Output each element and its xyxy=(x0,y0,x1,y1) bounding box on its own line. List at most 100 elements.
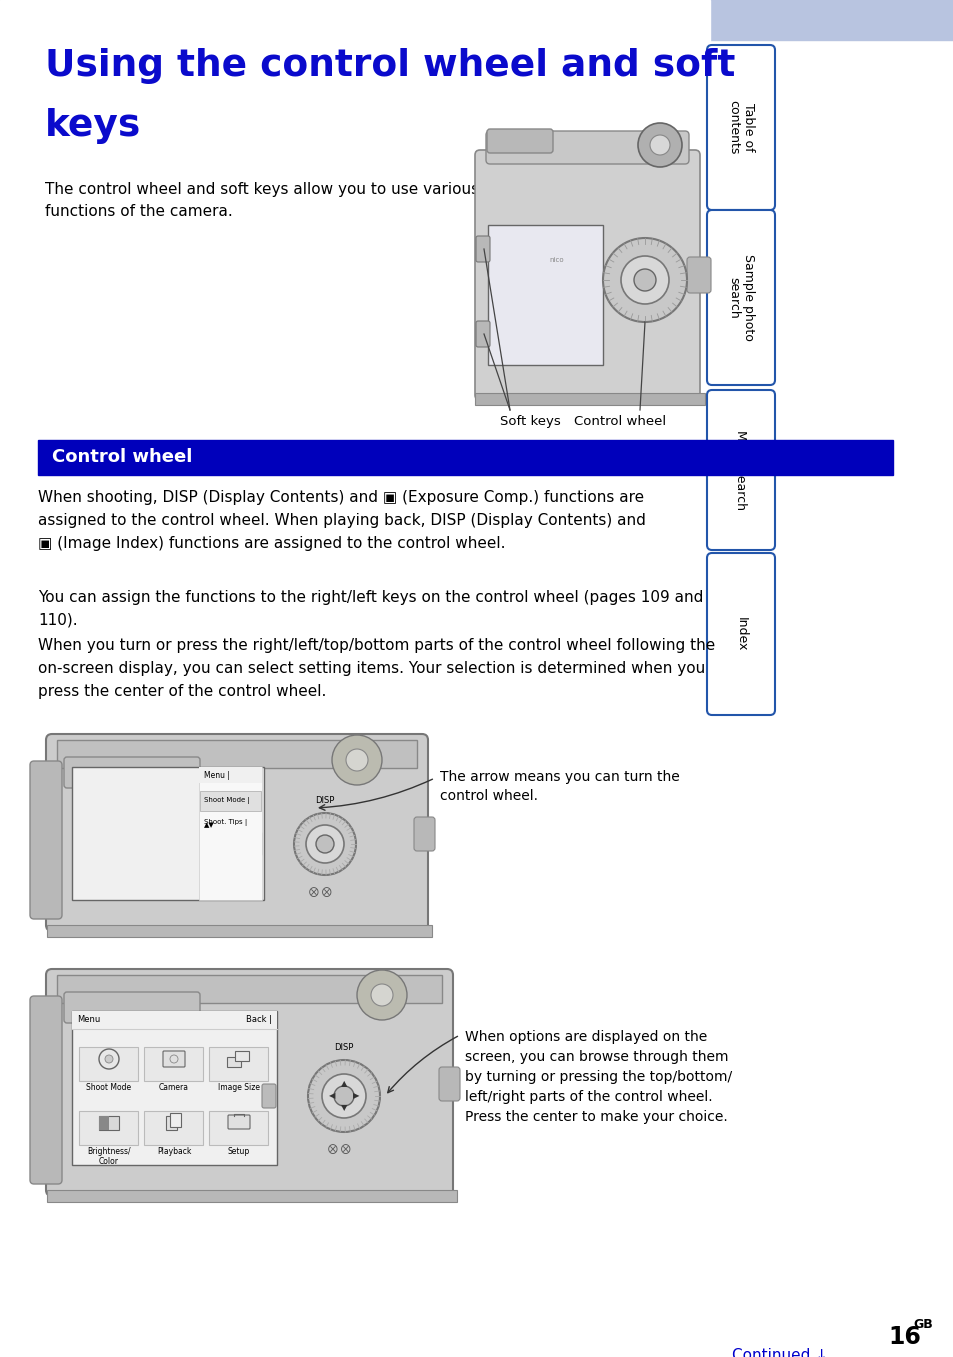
FancyBboxPatch shape xyxy=(706,554,774,715)
Bar xyxy=(475,394,704,404)
Bar xyxy=(47,1190,456,1202)
Bar xyxy=(199,767,262,783)
FancyBboxPatch shape xyxy=(64,757,200,788)
Circle shape xyxy=(371,984,393,1006)
FancyBboxPatch shape xyxy=(475,151,700,400)
Text: When options are displayed on the
screen, you can browse through them
by turning: When options are displayed on the screen… xyxy=(464,1030,731,1124)
Text: Shoot Mode: Shoot Mode xyxy=(87,1083,132,1092)
Bar xyxy=(200,791,261,811)
Text: The arrow means you can turn the
control wheel.: The arrow means you can turn the control… xyxy=(439,769,679,803)
Text: DISP: DISP xyxy=(315,797,335,805)
Bar xyxy=(488,225,602,365)
Text: Menu |: Menu | xyxy=(204,771,230,779)
Text: Soft keys: Soft keys xyxy=(499,415,559,427)
Circle shape xyxy=(332,735,381,784)
Bar xyxy=(57,740,416,768)
FancyBboxPatch shape xyxy=(706,389,774,550)
Text: ▶: ▶ xyxy=(353,1091,359,1101)
FancyBboxPatch shape xyxy=(476,236,490,262)
Circle shape xyxy=(334,1086,354,1106)
Text: Using the control wheel and soft: Using the control wheel and soft xyxy=(45,47,735,84)
Text: ◀: ◀ xyxy=(329,1091,335,1101)
FancyBboxPatch shape xyxy=(706,210,774,385)
Bar xyxy=(144,1111,203,1145)
FancyBboxPatch shape xyxy=(438,1067,459,1101)
FancyBboxPatch shape xyxy=(30,761,62,919)
Text: Table of
contents: Table of contents xyxy=(726,100,754,155)
Text: GB: GB xyxy=(912,1318,932,1331)
Text: Back |: Back | xyxy=(246,1015,272,1025)
Bar xyxy=(209,1048,268,1082)
Bar xyxy=(38,440,892,475)
FancyBboxPatch shape xyxy=(30,996,62,1185)
Circle shape xyxy=(649,134,669,155)
Circle shape xyxy=(620,256,668,304)
Bar xyxy=(79,1111,138,1145)
Text: nico: nico xyxy=(549,256,564,263)
Text: Image Size: Image Size xyxy=(218,1083,260,1092)
FancyBboxPatch shape xyxy=(248,832,262,856)
Text: The control wheel and soft keys allow you to use various
functions of the camera: The control wheel and soft keys allow yo… xyxy=(45,182,478,220)
Circle shape xyxy=(356,970,407,1020)
Text: Index: Index xyxy=(734,617,747,651)
Bar xyxy=(144,1048,203,1082)
Circle shape xyxy=(346,749,368,771)
Text: Playback: Playback xyxy=(156,1147,191,1156)
Circle shape xyxy=(306,825,344,863)
Text: ▲: ▲ xyxy=(340,1080,347,1088)
Bar xyxy=(71,1011,276,1029)
FancyBboxPatch shape xyxy=(163,1052,185,1067)
Bar xyxy=(0,0,953,39)
Text: keys: keys xyxy=(45,109,141,144)
FancyBboxPatch shape xyxy=(485,132,688,164)
Text: ⨂ ⨂: ⨂ ⨂ xyxy=(327,1144,350,1153)
Text: Control wheel: Control wheel xyxy=(574,415,665,427)
Circle shape xyxy=(294,813,355,875)
Bar xyxy=(71,767,264,900)
Bar xyxy=(71,1011,276,1166)
Bar xyxy=(227,1057,241,1067)
Circle shape xyxy=(315,835,334,854)
Text: Shoot. Tips |: Shoot. Tips | xyxy=(204,820,247,826)
Text: Menu: Menu xyxy=(77,1015,100,1025)
FancyBboxPatch shape xyxy=(486,129,553,153)
FancyBboxPatch shape xyxy=(414,817,435,851)
Bar xyxy=(166,1115,177,1130)
FancyBboxPatch shape xyxy=(476,322,490,347)
Circle shape xyxy=(308,1060,379,1132)
Circle shape xyxy=(322,1073,366,1118)
Circle shape xyxy=(105,1054,112,1063)
Bar xyxy=(234,1052,249,1061)
Bar xyxy=(0,0,709,1357)
Circle shape xyxy=(634,269,656,290)
Text: Shoot Mode |: Shoot Mode | xyxy=(204,798,250,805)
Text: Sample photo
search: Sample photo search xyxy=(726,254,754,341)
Bar xyxy=(99,1115,119,1130)
Circle shape xyxy=(638,123,681,167)
FancyBboxPatch shape xyxy=(228,1115,250,1129)
Text: ⨂ ⨂: ⨂ ⨂ xyxy=(309,887,331,897)
FancyBboxPatch shape xyxy=(46,734,428,931)
FancyBboxPatch shape xyxy=(706,45,774,210)
Text: Menu search: Menu search xyxy=(734,430,747,510)
Text: When you turn or press the right/left/top/bottom parts of the control wheel foll: When you turn or press the right/left/to… xyxy=(38,638,715,699)
Bar xyxy=(99,1115,109,1130)
FancyBboxPatch shape xyxy=(46,969,453,1196)
Text: You can assign the functions to the right/left keys on the control wheel (pages : You can assign the functions to the righ… xyxy=(38,590,702,628)
Text: Continued ↓: Continued ↓ xyxy=(731,1348,827,1357)
FancyBboxPatch shape xyxy=(686,256,710,293)
Text: Camera: Camera xyxy=(159,1083,189,1092)
Bar xyxy=(170,1113,181,1128)
Bar xyxy=(57,974,441,1003)
Text: ▼: ▼ xyxy=(340,1103,347,1113)
Bar xyxy=(199,767,262,900)
Text: Brightness/
Color: Brightness/ Color xyxy=(87,1147,131,1167)
Text: Control wheel: Control wheel xyxy=(52,448,193,465)
Circle shape xyxy=(602,237,686,322)
Bar xyxy=(47,925,432,936)
Text: ▲▼: ▲▼ xyxy=(204,822,214,828)
Text: 16: 16 xyxy=(887,1324,920,1349)
FancyBboxPatch shape xyxy=(262,1084,275,1109)
FancyBboxPatch shape xyxy=(64,992,200,1023)
Text: When shooting, DISP (Display Contents) and ▣ (Exposure Comp.) functions are
assi: When shooting, DISP (Display Contents) a… xyxy=(38,490,645,551)
